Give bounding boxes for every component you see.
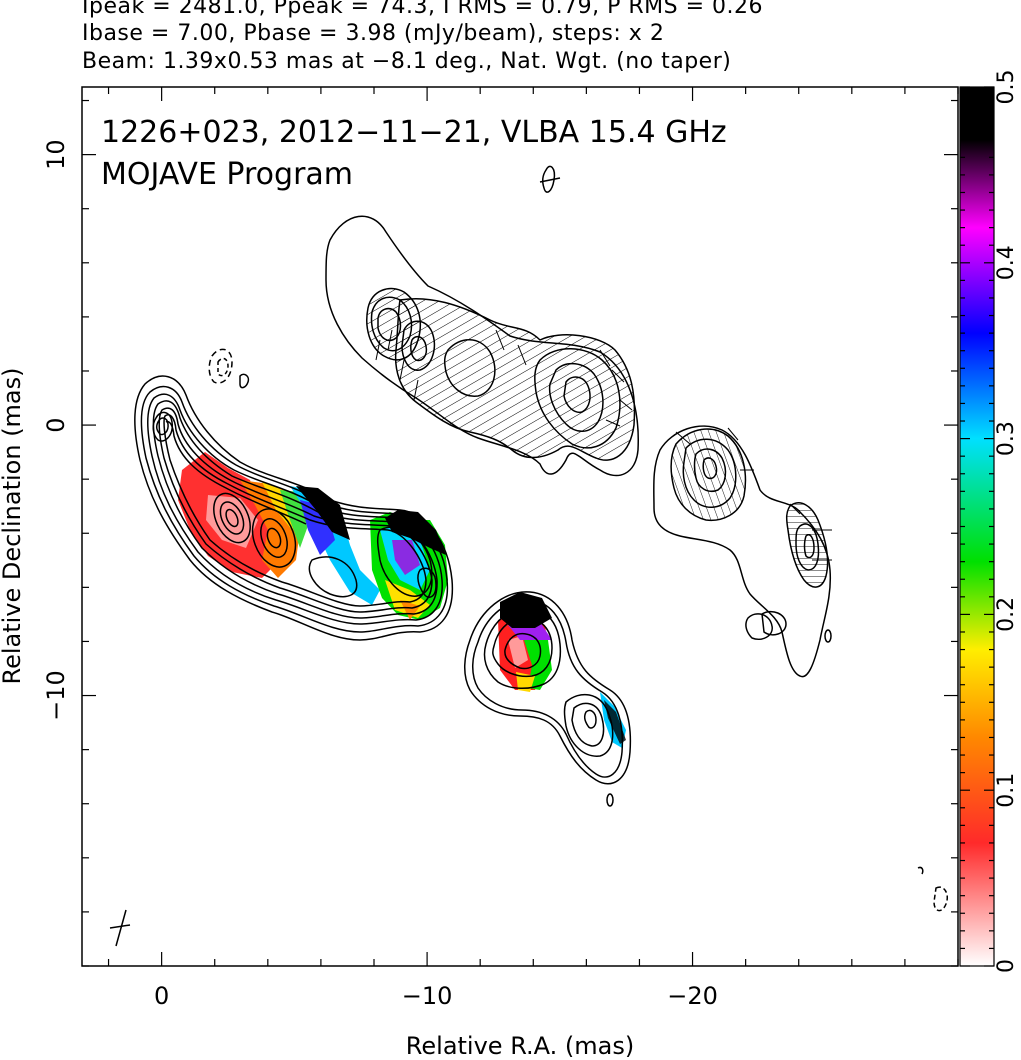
beam-marker: [109, 909, 131, 947]
plot-frame: [81, 86, 959, 967]
y-tick-label: −10: [42, 670, 70, 721]
upper-components: [325, 215, 639, 477]
x-tick-label: −20: [667, 982, 718, 1010]
pol-patch-tail-dark: [604, 700, 626, 744]
header-line-3: Beam: 1.39x0.53 mas at −8.1 deg., Nat. W…: [82, 49, 732, 74]
colorbar-tick-labels: 0 0.1 0.2 0.3 0.4 0.5: [994, 70, 1019, 974]
right-components: [653, 425, 832, 678]
small-features: [539, 165, 948, 912]
colorbar-tick-label: 0.1: [994, 773, 1019, 808]
colorbar-tick-label: 0.4: [994, 245, 1019, 280]
pol-vectors-right: [675, 427, 832, 561]
image-layer: [109, 165, 948, 947]
colorbar-ticks: [960, 86, 994, 967]
chart-subtitle: MOJAVE Program: [101, 157, 353, 192]
intensity-contours: [134, 348, 454, 641]
chart-title: 1226+023, 2012−11−21, VLBA 15.4 GHz: [101, 115, 727, 150]
colorbar-tick-label: 0.2: [994, 597, 1019, 632]
colorbar: [959, 86, 995, 967]
x-axis-ticks: [107, 87, 959, 966]
header-line-2: Ibase = 7.00, Pbase = 3.98 (mJy/beam), s…: [82, 21, 665, 46]
colorbar-tick-label: 0.5: [994, 70, 1019, 105]
header-line-1: Ipeak = 2481.0, Ppeak = 74.3, I RMS = 0.…: [82, 0, 763, 19]
colorbar-tick-label: 0.3: [994, 421, 1019, 456]
colorbar-tick-label: 0: [994, 959, 1019, 973]
x-tick-label: 0: [154, 982, 169, 1010]
y-tick-label: 0: [42, 417, 70, 432]
pol-patch-knot-c-yellow: [516, 672, 535, 692]
knot-c-contours: [464, 591, 632, 807]
y-axis-tick-labels: 10 0 −10: [42, 139, 70, 721]
x-axis-tick-labels: 0 −10 −20: [154, 982, 718, 1010]
pol-patch-knot-c-lightred: [508, 636, 528, 668]
y-axis-ticks: [82, 99, 958, 967]
y-tick-label: 10: [42, 139, 70, 170]
pol-patch-knot-b-orange: [400, 600, 420, 620]
x-axis-label: Relative R.A. (mas): [406, 1032, 634, 1060]
pol-vectors-upper: [375, 329, 633, 427]
y-axis-label: Relative Declination (mas): [0, 367, 26, 684]
pol-patch-black-3: [500, 592, 552, 628]
x-tick-label: −10: [402, 982, 453, 1010]
